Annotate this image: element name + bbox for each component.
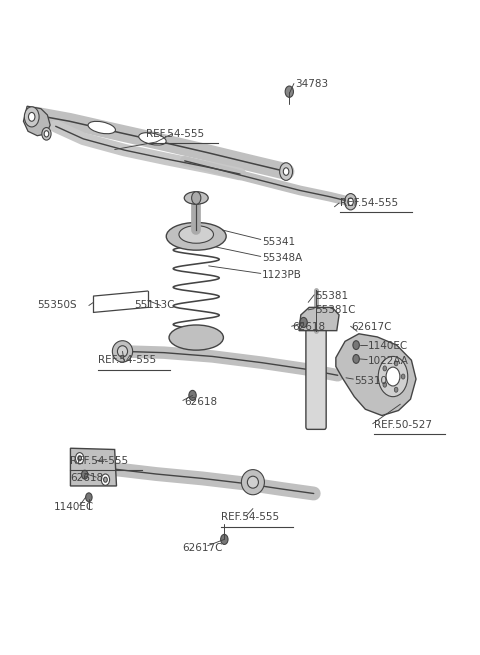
Circle shape — [101, 474, 109, 485]
Text: REF.54-555: REF.54-555 — [340, 198, 398, 208]
Circle shape — [104, 477, 108, 482]
Text: 55113C: 55113C — [134, 301, 175, 310]
Circle shape — [221, 534, 228, 544]
Circle shape — [300, 318, 307, 328]
Text: 1140EC: 1140EC — [53, 502, 94, 512]
Circle shape — [44, 131, 49, 137]
Polygon shape — [71, 448, 117, 486]
Ellipse shape — [179, 225, 214, 243]
Text: 1022AA: 1022AA — [368, 356, 409, 366]
Text: REF.54-555: REF.54-555 — [98, 355, 156, 365]
Ellipse shape — [184, 192, 208, 204]
Circle shape — [401, 374, 405, 379]
Circle shape — [75, 453, 84, 464]
Text: 1140EC: 1140EC — [368, 341, 408, 351]
Ellipse shape — [166, 223, 226, 250]
Text: 55381C: 55381C — [315, 305, 356, 315]
Polygon shape — [299, 307, 339, 331]
Ellipse shape — [139, 133, 166, 145]
Circle shape — [348, 198, 353, 206]
Circle shape — [78, 456, 82, 461]
Circle shape — [383, 366, 386, 371]
Text: 34783: 34783 — [295, 79, 328, 88]
Circle shape — [394, 361, 398, 366]
Text: 55341: 55341 — [262, 237, 295, 247]
Text: 55310: 55310 — [354, 376, 387, 386]
Text: 62618: 62618 — [184, 397, 217, 407]
Circle shape — [192, 192, 201, 204]
Circle shape — [280, 162, 292, 180]
Circle shape — [353, 354, 360, 364]
Ellipse shape — [241, 470, 264, 495]
Circle shape — [383, 382, 386, 387]
Circle shape — [345, 194, 357, 210]
FancyBboxPatch shape — [306, 328, 326, 430]
Text: 55381: 55381 — [315, 291, 348, 301]
Polygon shape — [24, 106, 50, 136]
Text: REF.54-555: REF.54-555 — [221, 512, 279, 523]
Ellipse shape — [118, 346, 128, 357]
Ellipse shape — [247, 476, 258, 488]
Circle shape — [24, 107, 39, 127]
Text: REF.50-527: REF.50-527 — [373, 420, 432, 430]
Text: 62618: 62618 — [292, 322, 325, 333]
Circle shape — [85, 493, 92, 502]
Polygon shape — [336, 334, 416, 415]
Circle shape — [285, 86, 293, 98]
Circle shape — [28, 113, 35, 121]
Text: 62617C: 62617C — [351, 322, 392, 333]
Ellipse shape — [112, 341, 132, 362]
Text: REF.54-555: REF.54-555 — [145, 129, 204, 139]
Text: REF.54-555: REF.54-555 — [71, 456, 129, 466]
Circle shape — [353, 341, 360, 350]
Circle shape — [42, 128, 51, 140]
Ellipse shape — [88, 121, 116, 134]
Text: 55350S: 55350S — [37, 301, 77, 310]
Text: 55348A: 55348A — [262, 253, 302, 263]
Circle shape — [189, 390, 196, 400]
Text: 62617C: 62617C — [182, 542, 223, 553]
Circle shape — [394, 387, 398, 392]
Text: 1123PB: 1123PB — [262, 271, 302, 280]
Circle shape — [283, 168, 289, 176]
Circle shape — [386, 367, 400, 386]
Circle shape — [378, 356, 408, 397]
Text: 62618: 62618 — [71, 474, 104, 483]
Circle shape — [82, 470, 88, 479]
Ellipse shape — [169, 325, 223, 350]
